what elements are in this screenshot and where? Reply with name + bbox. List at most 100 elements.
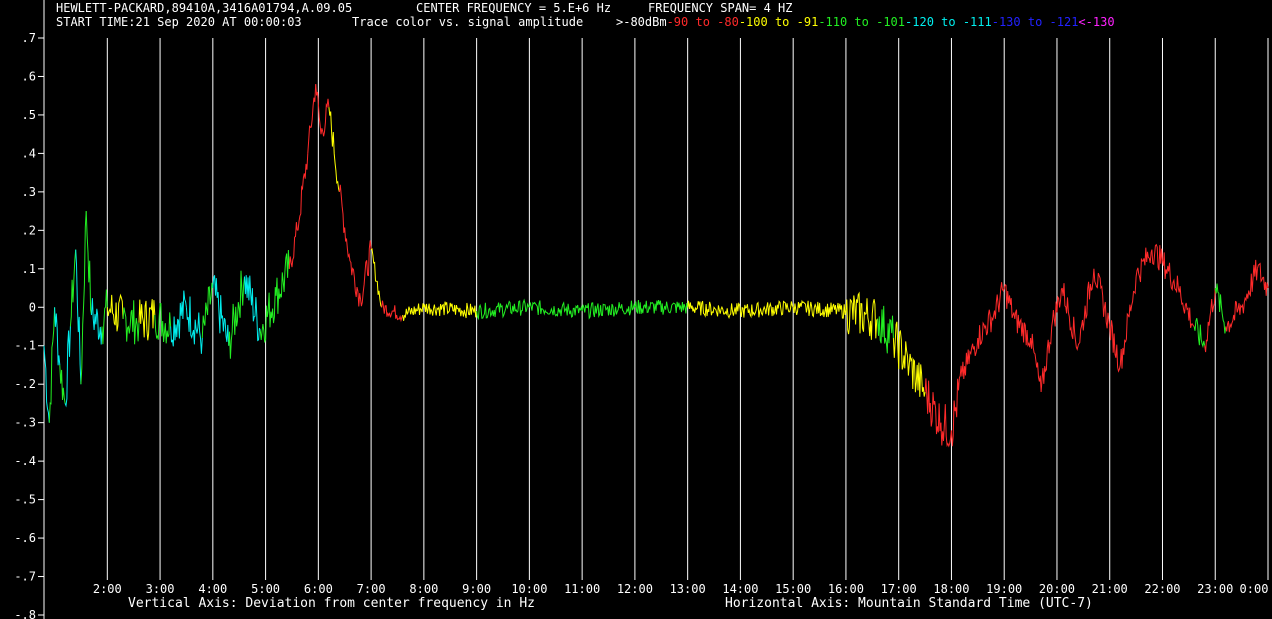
trace-segment [370,248,383,308]
legend-entry-3: -110 to -101 [818,15,905,29]
trace-segment [1225,300,1243,333]
trace-segment [54,307,61,366]
trace-segment [349,260,362,307]
trace-segment [1119,276,1137,369]
legend-entry-6: <-130 [1078,15,1114,29]
trace-segment [212,275,230,346]
trace-segment [402,303,425,321]
trace-segment [201,282,214,339]
x-tick-label: 5:00 [251,582,280,596]
trace-segment [154,302,172,344]
trace-segment [91,298,103,345]
y-axis-label: Vertical Axis: Deviation from center fre… [128,596,535,611]
x-tick-label: 15:00 [775,582,811,596]
trace-segment [950,365,963,447]
trace-segment [122,300,140,345]
trace-segment [845,291,879,340]
trace-segment [1030,333,1042,392]
x-tick-label: 14:00 [722,582,758,596]
x-tick-label: 19:00 [986,582,1022,596]
trace-segment [259,287,277,343]
trace-segment [739,300,794,319]
trace-segment [64,326,71,408]
trace-segment [43,345,50,423]
x-tick-label: 12:00 [617,582,653,596]
trace-segment [581,300,636,320]
y-tick-label: -.6 [14,531,36,545]
trace-segment [423,301,478,319]
trace-segment [1014,309,1032,348]
trace-segment [1177,286,1195,329]
y-axis-ticks: .7 .6 .5 .4 .3 .2 .1 0 -.1 -.2 -.3 -.4 -.5 -.6 -.7 -.8 [14,31,44,619]
y-tick-label: -.4 [14,454,36,468]
trace-segment [80,211,87,385]
trace-segment [1162,252,1179,294]
trace-segment [1040,326,1053,392]
trace-segment [687,300,741,319]
trace-segment [476,298,530,321]
trace-segment [360,240,372,307]
trace-segment [892,321,910,376]
trace-segment [924,378,942,435]
trace-segment [101,289,108,345]
x-tick-label: 21:00 [1092,582,1128,596]
trace-segment [1214,283,1227,334]
header-center-frequency: CENTER FREQUENCY = 5.E+6 Hz [416,1,611,15]
x-tick-label: 3:00 [146,582,175,596]
x-tick-label: 20:00 [1039,582,1075,596]
y-tick-label: -.5 [14,493,36,507]
trace-segment [1003,283,1016,319]
trace-segment [977,309,995,349]
y-tick-label: -.2 [14,377,36,391]
y-tick-label: 0 [29,300,36,314]
trace-segment [106,293,124,332]
trace-segment [138,299,156,341]
trace-segment [185,296,203,354]
trace-segment [75,249,82,385]
x-tick-label: 17:00 [881,582,917,596]
trace-segment [1204,287,1216,353]
y-tick-label: -.8 [14,608,36,619]
signal-trace [43,84,1269,448]
trace-segment [1077,268,1095,346]
header-legend-intro: Trace color vs. signal amplitude [352,15,583,29]
trace-segment [1051,287,1063,327]
trace-segment [1151,243,1163,271]
x-tick-label: 16:00 [828,582,864,596]
y-tick-label: .3 [22,185,36,199]
trace-segment [1256,262,1269,296]
x-tick-label: 18:00 [933,582,969,596]
x-tick-label: 4:00 [198,582,227,596]
header-frequency-span: FREQUENCY SPAN= 4 HZ [648,1,793,15]
trace-segment [170,290,187,347]
header-instrument: HEWLETT-PACKARD,89410A,3416A01794,A.09.0… [56,1,352,15]
trace-segment [244,275,261,342]
y-tick-label: -.1 [14,339,36,353]
y-tick-label: .6 [22,69,36,83]
trace-segment [85,211,92,316]
x-tick-label: 0:00 [1240,582,1269,596]
y-tick-label: .7 [22,31,36,45]
x-tick-label: 10:00 [511,582,547,596]
y-tick-label: .4 [22,146,36,160]
trace-segment [59,364,66,404]
legend-entry-1: -90 to -80 [667,15,739,29]
trace-segment [338,184,351,262]
trace-segment [634,299,689,315]
trace-segment [328,107,340,193]
trace-segment [961,337,979,380]
trace-segment [1193,318,1206,349]
trace-segment [288,222,298,269]
x-tick-label: 22:00 [1144,582,1180,596]
header-legend: >-80dBm-90 to -80-100 to -91-110 to -101… [616,15,1115,29]
x-tick-label: 8:00 [409,582,438,596]
trace-segment [275,249,290,314]
header-start-time: START TIME:21 Sep 2020 AT 00:00:03 [56,15,302,29]
trace-segment [320,98,330,137]
x-tick-label: 11:00 [564,582,600,596]
x-tick-label: 2:00 [93,582,122,596]
y-tick-label: -.3 [14,416,36,430]
legend-entry-0: >-80dBm [616,15,667,29]
legend-entry-4: -120 to -111 [905,15,992,29]
